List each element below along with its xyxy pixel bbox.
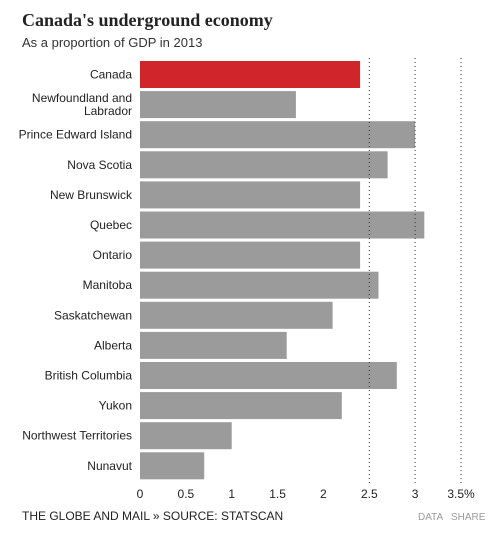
chart-subtitle: As a proportion of GDP in 2013 — [22, 35, 203, 50]
category-label: Newfoundland and Labrador — [32, 91, 132, 118]
bar-nunavut — [140, 452, 205, 480]
bar-saskatchewan — [140, 301, 333, 329]
x-tick-label: 2 — [320, 487, 327, 501]
bar-alberta — [140, 331, 287, 359]
bar-canada — [140, 61, 361, 88]
x-tick-label: 3.5% — [447, 487, 475, 501]
category-label: Yukon — [99, 399, 132, 413]
category-label: Alberta — [94, 338, 132, 352]
bar-newfoundland-and-labrador — [140, 91, 296, 119]
category-label: Northwest Territories — [22, 429, 132, 443]
category-label: Nova Scotia — [67, 158, 132, 172]
category-label: Nunavut — [87, 459, 132, 473]
x-tick-label: 0 — [137, 487, 144, 501]
x-tick-labels: 0 0.5 1 1.5 2 2.5 3 3.5% — [137, 487, 475, 501]
bar-quebec — [140, 211, 425, 239]
category-label: Quebec — [90, 218, 132, 232]
category-labels: Canada Newfoundland and Labrador Prince Edw… — [19, 68, 133, 473]
x-tick-label: 0.5 — [178, 487, 195, 501]
category-label: Manitoba — [83, 278, 133, 292]
category-label: British Columbia — [45, 369, 133, 383]
bars — [140, 61, 425, 480]
category-label: Ontario — [93, 248, 133, 262]
x-tick-label: 2.5 — [361, 487, 378, 501]
x-tick-label: 3 — [412, 487, 419, 501]
bar-ontario — [140, 241, 361, 269]
bar-manitoba — [140, 271, 379, 299]
category-label: Prince Edward Island — [19, 128, 132, 142]
bar-new-brunswick — [140, 181, 361, 209]
chart-title: Canada's underground economy — [22, 10, 273, 30]
x-tick-label: 1.5 — [269, 487, 286, 501]
bar-prince-edward-island — [140, 121, 416, 149]
category-label: New Brunswick — [50, 188, 133, 202]
category-label: Saskatchewan — [54, 308, 132, 322]
bar-british-columbia — [140, 362, 397, 389]
bar-northwest-territories — [140, 422, 232, 450]
gridlines — [368, 58, 462, 483]
data-link[interactable]: DATA — [418, 512, 444, 523]
bar-nova-scotia — [140, 151, 388, 179]
category-label: Canada — [90, 68, 132, 82]
bar-yukon — [140, 392, 342, 420]
share-link[interactable]: SHARE — [451, 512, 486, 523]
source-credit: THE GLOBE AND MAIL » SOURCE: STATSCAN — [22, 509, 284, 523]
x-tick-label: 1 — [228, 487, 235, 501]
